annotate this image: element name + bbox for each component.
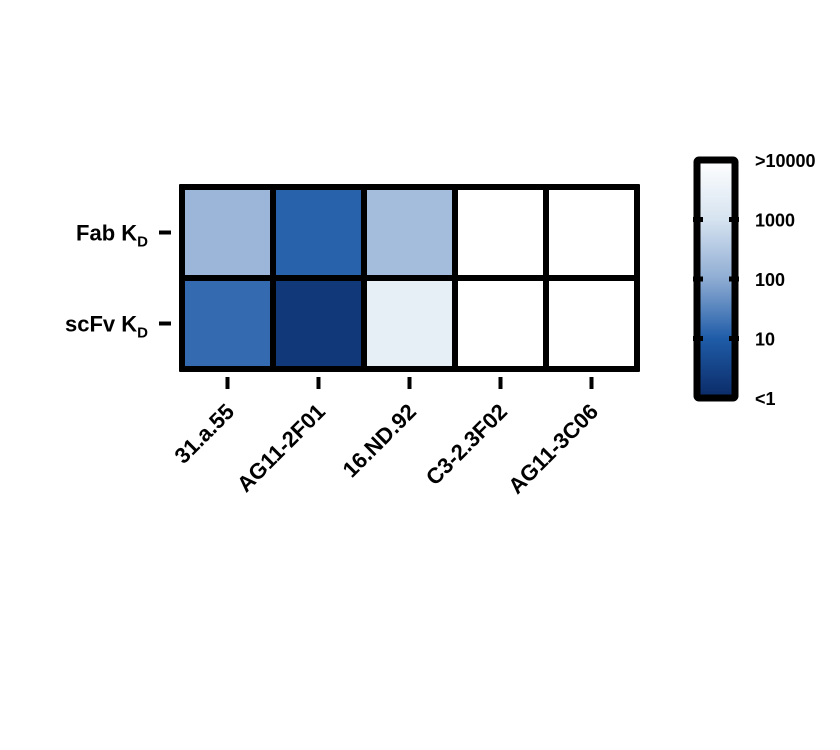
heatmap-cell-r1-c0 bbox=[182, 278, 273, 369]
heatmap-cell-r0-c4 bbox=[546, 187, 637, 278]
colorbar: <1 10 100 1000 >10000 bbox=[693, 151, 816, 409]
heatmap-cell-r1-c1 bbox=[273, 278, 364, 369]
row-label: scFv KD bbox=[65, 312, 148, 342]
heatmap-cell-r1-c2 bbox=[364, 278, 455, 369]
heatmap-cell-r0-c0 bbox=[182, 187, 273, 278]
column-label: 16.ND.92 bbox=[338, 399, 421, 482]
row-label-main: Fab K bbox=[76, 221, 137, 246]
column-label: 31.a.55 bbox=[169, 399, 239, 469]
colorbar-tick-label: 100 bbox=[755, 270, 785, 290]
heatmap-cell-r1-c3 bbox=[455, 278, 546, 369]
heatmap-cell-r0-c3 bbox=[455, 187, 546, 278]
heatmap-cell-r0-c1 bbox=[273, 187, 364, 278]
heatmap-grid-lines bbox=[179, 184, 640, 372]
row-label-main: scFv K bbox=[65, 312, 137, 337]
row-label: Fab KD bbox=[76, 221, 148, 251]
heatmap-cell-r1-c4 bbox=[546, 278, 637, 369]
column-label: AG11-2F01 bbox=[232, 399, 330, 497]
row-label-subscript: D bbox=[137, 325, 148, 342]
row-label-subscript: D bbox=[137, 234, 148, 251]
column-label: AG11-3C06 bbox=[503, 399, 603, 499]
colorbar-tick-label: <1 bbox=[755, 389, 776, 409]
heatmap-cell-r0-c2 bbox=[364, 187, 455, 278]
heatmap-cells bbox=[182, 187, 637, 369]
colorbar-tick-label: 1000 bbox=[755, 211, 795, 231]
colorbar-tick-label: 10 bbox=[755, 330, 775, 350]
colorbar-tick-label: >10000 bbox=[755, 151, 816, 171]
column-label: C3-2.3F02 bbox=[421, 399, 512, 490]
